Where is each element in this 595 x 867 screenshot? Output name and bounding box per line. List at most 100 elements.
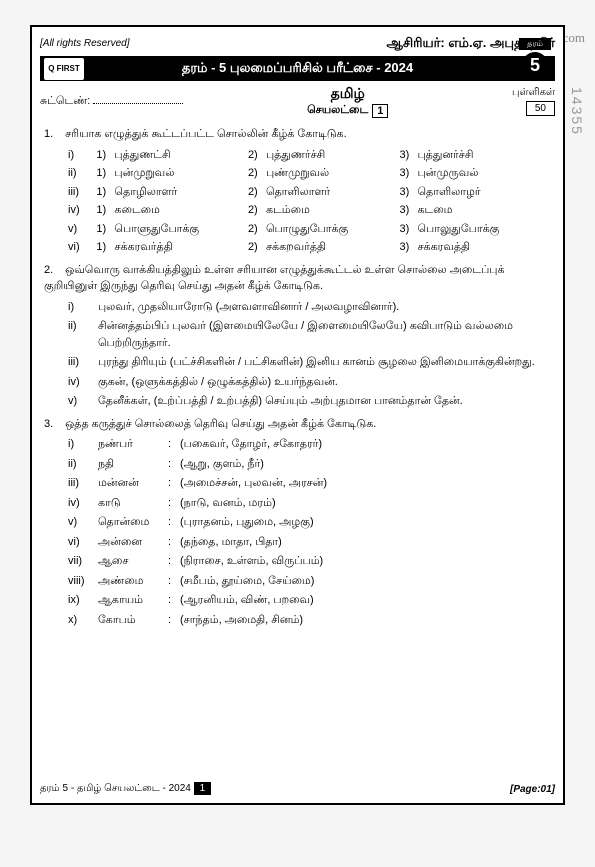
footer-right: [Page:01]: [510, 784, 555, 795]
marks-label: புள்ளிகள்: [512, 87, 555, 99]
roman-numeral: v): [68, 514, 98, 531]
grade-label: தரம்: [519, 38, 551, 50]
option-number: 3): [399, 221, 417, 238]
colon: :: [168, 612, 180, 629]
option-number: 2): [248, 221, 266, 238]
q2-item: iii)புரந்து திரியும் (பட்ச்சிகளின் / பட்…: [68, 354, 551, 371]
option-text: தொளிலாழர்: [417, 184, 480, 201]
option-cell: 1)தொழிலாளர்: [96, 184, 248, 201]
colon: :: [168, 436, 180, 453]
option-text: சக்கரவத்தி: [417, 239, 470, 256]
option-text: பொழுதுபோக்கு: [266, 221, 348, 238]
q3-item: iv)காடு:(நாடு, வனம், மரம்): [68, 495, 551, 512]
option-text: தொழிலாளர்: [114, 184, 177, 201]
roman-numeral: vi): [68, 239, 96, 256]
option-cell: 2)கடம்மை: [248, 202, 400, 219]
option-number: 2): [248, 239, 266, 256]
option-number: 3): [399, 165, 417, 182]
option-cell: 1)சக்கரவர்த்தி: [96, 239, 248, 256]
q3-word: அண்மை: [98, 573, 168, 590]
colon: :: [168, 534, 180, 551]
colon: :: [168, 456, 180, 473]
option-text: புண்முறுவல்: [266, 165, 329, 182]
header-top: [All rights Reserved] ஆசிரியர்: எம்.ஏ. அ…: [40, 35, 555, 52]
q3-word: நதி: [98, 456, 168, 473]
question-3: 3. ஒத்த கருத்துச் சொல்லைத் தெரிவு செய்து…: [44, 416, 551, 629]
roman-numeral: ii): [68, 456, 98, 473]
q2-item-text: குகன், (ஒளுக்கத்தில் / ஒழுக்கத்தில்) உயர…: [98, 374, 338, 391]
option-number: 2): [248, 202, 266, 219]
q2-text: ஒவ்வொரு வாக்கியத்திலும் உள்ள சரியான எழுத…: [44, 264, 504, 293]
colon: :: [168, 495, 180, 512]
q3-number: 3.: [44, 416, 62, 433]
q2-item: ii)சின்னத்தம்பிப் புலவர் (இளமையிலேயே / இ…: [68, 318, 551, 351]
option-cell: 2)சக்கறவர்த்தி: [248, 239, 400, 256]
colon: :: [168, 475, 180, 492]
roman-numeral: i): [68, 147, 96, 164]
roman-numeral: v): [68, 221, 96, 238]
q3-text: ஒத்த கருத்துச் சொல்லைத் தெரிவு செய்து அத…: [65, 418, 376, 430]
roman-numeral: ii): [68, 318, 98, 351]
q3-word: ஆசை: [98, 553, 168, 570]
question-2: 2. ஒவ்வொரு வாக்கியத்திலும் உள்ள சரியான எ…: [44, 262, 551, 410]
q3-options: (பகைவர், தோழர், சகோதரர்): [180, 436, 322, 453]
q3-item: viii)அண்மை:(சமீபம், தூய்மை, சேய்மை): [68, 573, 551, 590]
option-cell: 2)பொழுதுபோக்கு: [248, 221, 400, 238]
roman-numeral: ii): [68, 165, 96, 182]
author-label: ஆசிரியர்:: [387, 35, 445, 50]
colon: :: [168, 514, 180, 531]
option-text: தொளிலாளர்: [266, 184, 330, 201]
q2-item-text: புலவர், முதலியாரோடு (அளவளாவினார் / அலவழா…: [98, 299, 399, 316]
copyright: [All rights Reserved]: [40, 38, 129, 49]
option-cell: 1)கடைமை: [96, 202, 248, 219]
option-cell: 2)புத்துணர்ச்சி: [248, 147, 400, 164]
option-text: புத்துணர்ச்சி: [266, 147, 325, 164]
q3-word: அன்னை: [98, 534, 168, 551]
option-row: iv)1)கடைமை2)கடம்மை3)கடமை: [68, 202, 551, 219]
roman-numeral: iii): [68, 354, 98, 371]
footer-left-text: தரம் 5 - தமிழ் செயலட்டை - 2024: [40, 783, 191, 794]
exam-title: தரம் - 5 புலமைப்பரிசில் பரீட்சை - 2024: [182, 60, 413, 77]
q2-item-text: சின்னத்தம்பிப் புலவர் (இளமையிலேயே / இளைம…: [98, 318, 551, 351]
option-row: i)1)புத்துணட்சி2)புத்துணர்ச்சி3)புத்துனர…: [68, 147, 551, 164]
footer-left: தரம் 5 - தமிழ் செயலட்டை - 2024 1: [40, 783, 211, 795]
q1-text: சரியாக எழுத்துக் கூட்டப்பட்ட சொல்லின் கீ…: [65, 128, 347, 140]
option-cell: 3)புன்முருவல்: [399, 165, 551, 182]
index-line: [93, 103, 183, 104]
option-number: 2): [248, 165, 266, 182]
option-text: பொளுதுபோக்கு: [114, 221, 199, 238]
option-cell: 2)புண்முறுவல்: [248, 165, 400, 182]
q3-options: (சமீபம், தூய்மை, சேய்மை): [180, 573, 314, 590]
roman-numeral: i): [68, 436, 98, 453]
q3-word: ஆகாயம்: [98, 592, 168, 609]
option-text: பொலுதுபோக்கு: [417, 221, 499, 238]
option-cell: 3)பொலுதுபோக்கு: [399, 221, 551, 238]
sub-header-row: சுட்டெண்: தமிழ் செயலட்டை 1 புள்ளிகள் 50: [40, 85, 555, 118]
colon: :: [168, 592, 180, 609]
option-text: கடம்மை: [266, 202, 310, 219]
logo: Q FIRST: [44, 58, 84, 80]
option-text: புத்துனர்ச்சி: [417, 147, 473, 164]
option-number: 2): [248, 184, 266, 201]
q3-word: நண்பர்: [98, 436, 168, 453]
option-number: 2): [248, 147, 266, 164]
q3-word: மன்னன்: [98, 475, 168, 492]
q1-options: i)1)புத்துணட்சி2)புத்துணர்ச்சி3)புத்துனர…: [68, 147, 551, 256]
option-cell: 2)தொளிலாளர்: [248, 184, 400, 201]
question-1: 1. சரியாக எழுத்துக் கூட்டப்பட்ட சொல்லின்…: [44, 126, 551, 256]
q3-item: x)கோபம்:(சாந்தம், அமைதி, சினம்): [68, 612, 551, 629]
option-number: 1): [96, 239, 114, 256]
paper-number: 14355: [569, 87, 585, 136]
q3-options: (நிராசை, உள்ளம், விருப்பம்): [180, 553, 323, 570]
option-text: சக்கரவர்த்தி: [114, 239, 172, 256]
q3-item: i)நண்பர்:(பகைவர், தோழர், சகோதரர்): [68, 436, 551, 453]
option-number: 3): [399, 202, 417, 219]
option-row: iii)1)தொழிலாளர்2)தொளிலாளர்3)தொளிலாழர்: [68, 184, 551, 201]
footer: தரம் 5 - தமிழ் செயலட்டை - 2024 1 [Page:0…: [40, 783, 555, 795]
q3-item: ii)நதி:(ஆறு, குளம், நீர்): [68, 456, 551, 473]
q3-item: vii)ஆசை:(நிராசை, உள்ளம், விருப்பம்): [68, 553, 551, 570]
title-bar: Q FIRST தரம் - 5 புலமைப்பரிசில் பரீட்சை …: [40, 56, 555, 81]
option-number: 1): [96, 221, 114, 238]
roman-numeral: viii): [68, 573, 98, 590]
index-label: சுட்டெண்:: [40, 95, 90, 107]
